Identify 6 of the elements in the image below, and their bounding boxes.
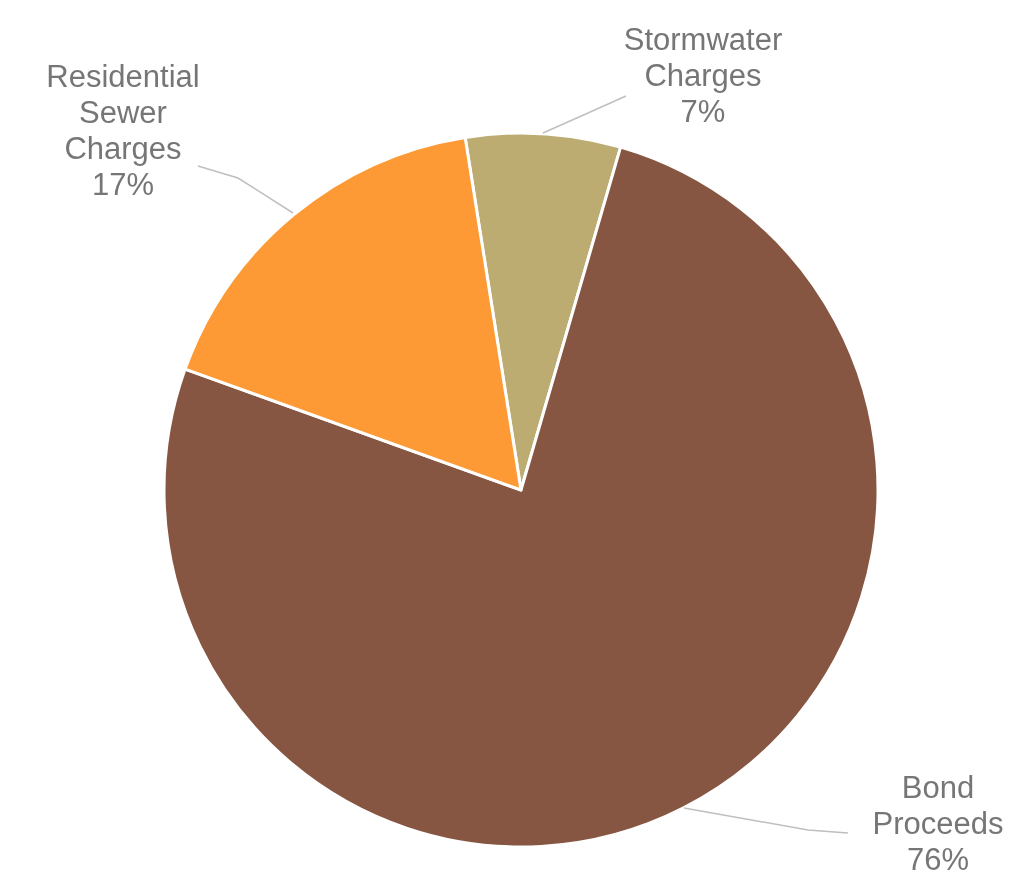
slice-label: Residential Sewer Charges bbox=[46, 59, 200, 167]
data-label: 7% bbox=[680, 94, 726, 130]
data-label: 17% bbox=[91, 167, 155, 203]
data-label: 76% bbox=[906, 842, 970, 878]
slice-label: Bond Proceeds bbox=[872, 770, 1004, 842]
slice-label: Stormwater Charges bbox=[623, 22, 783, 94]
